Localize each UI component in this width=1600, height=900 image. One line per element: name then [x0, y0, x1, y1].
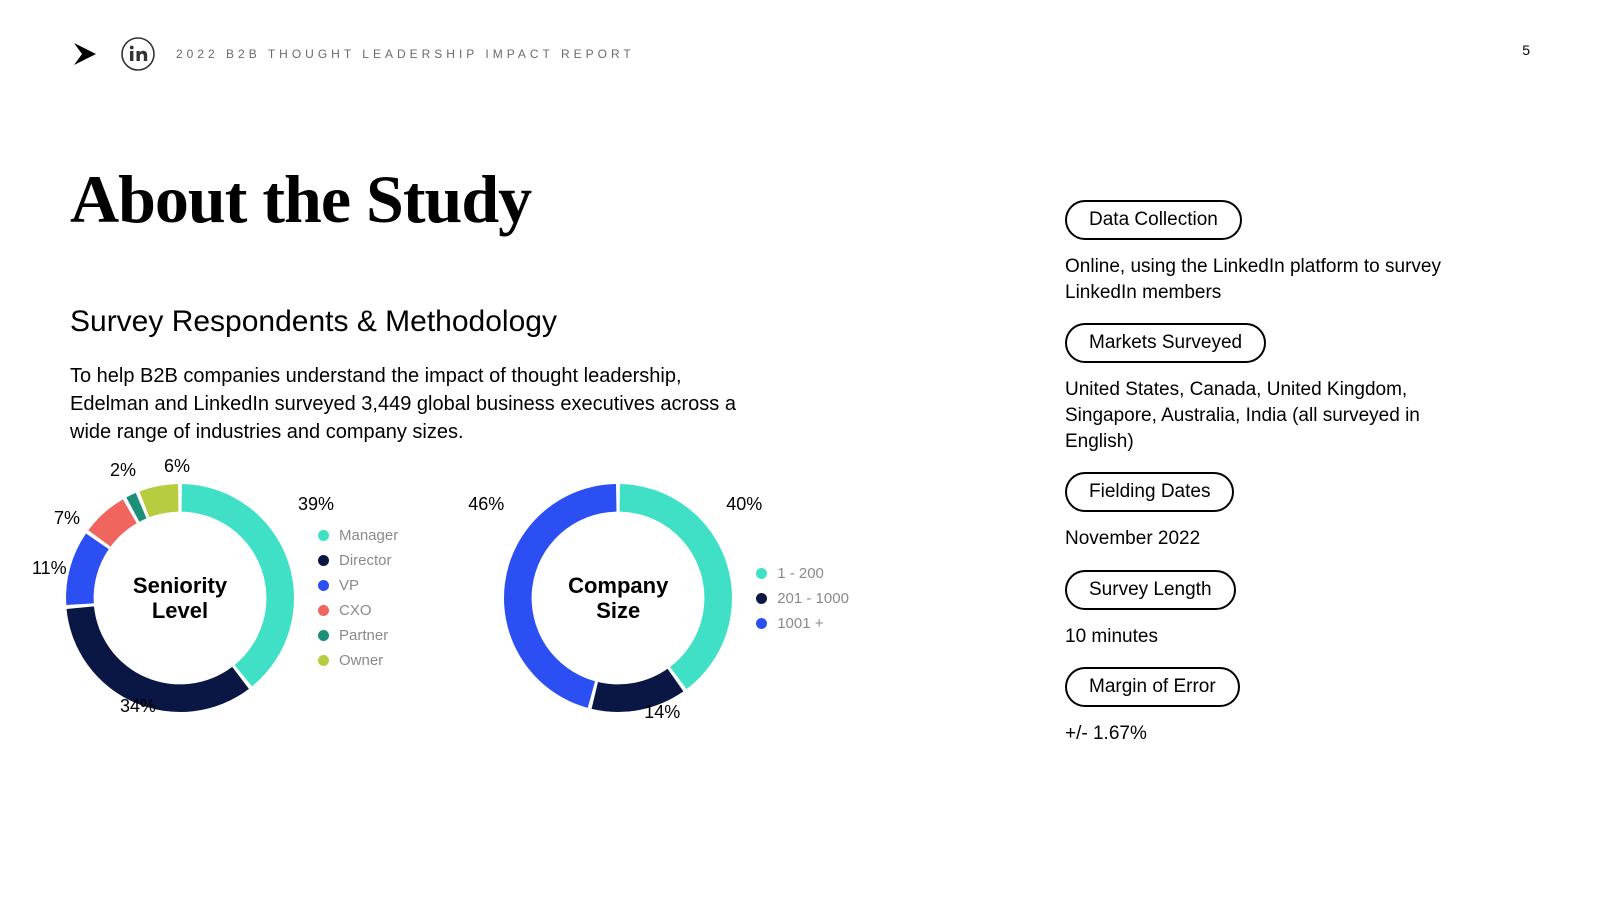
legend-item: VP [318, 577, 398, 594]
donut-center-label: Seniority Level [60, 478, 300, 718]
legend-label: VP [339, 577, 359, 594]
legend-label: 1001 + [777, 615, 823, 632]
sidebar-pill-body: November 2022 [1065, 526, 1465, 552]
slice-pct-label: 6% [164, 456, 190, 477]
sidebar-pill: Margin of Error [1065, 667, 1240, 707]
slice-pct-label: 40% [726, 494, 762, 515]
page-title: About the Study [70, 160, 531, 239]
sidebar-pill-body: +/- 1.67% [1065, 721, 1465, 747]
legend-label: Owner [339, 652, 383, 669]
slice-pct-label: 7% [54, 508, 80, 529]
legend-dot [318, 605, 329, 616]
seniority-legend: Manager Director VP CXO Partner Owner [318, 527, 398, 669]
report-name: 2022 B2B THOUGHT LEADERSHIP IMPACT REPOR… [176, 47, 635, 61]
slice-pct-label: 34% [120, 696, 156, 717]
company-size-chart: Company Size 40%14%46% 1 - 200201 - 1000… [498, 478, 849, 718]
donut-center-label: Company Size [498, 478, 738, 718]
sidebar-pill: Markets Surveyed [1065, 323, 1266, 363]
legend-label: CXO [339, 602, 372, 619]
page-subtitle: Survey Respondents & Methodology [70, 305, 557, 339]
legend-dot [318, 655, 329, 666]
linkedin-icon [120, 36, 156, 72]
methodology-sidebar: Data Collection Online, using the LinkedI… [1065, 200, 1465, 765]
sidebar-pill: Fielding Dates [1065, 472, 1234, 512]
legend-label: Manager [339, 527, 398, 544]
sidebar-pill: Data Collection [1065, 200, 1242, 240]
legend-item: Manager [318, 527, 398, 544]
legend-dot [756, 568, 767, 579]
legend-dot [318, 555, 329, 566]
seniority-center-1: Seniority [133, 573, 227, 598]
slice-pct-label: 39% [298, 494, 334, 515]
legend-dot [318, 580, 329, 591]
legend-dot [756, 618, 767, 629]
sidebar-pill-body: Online, using the LinkedIn platform to s… [1065, 254, 1465, 305]
legend-item: CXO [318, 602, 398, 619]
seniority-center-2: Level [152, 598, 208, 623]
legend-label: Partner [339, 627, 388, 644]
sidebar-pill: Survey Length [1065, 570, 1236, 610]
page-number: 5 [1522, 42, 1530, 58]
legend-item: Owner [318, 652, 398, 669]
sidebar-pill-body: 10 minutes [1065, 624, 1465, 650]
legend-item: Partner [318, 627, 398, 644]
slice-pct-label: 14% [644, 702, 680, 723]
legend-dot [756, 593, 767, 604]
legend-item: 1 - 200 [756, 565, 849, 582]
legend-label: 1 - 200 [777, 565, 824, 582]
legend-item: 1001 + [756, 615, 849, 632]
company-size-legend: 1 - 200 201 - 1000 1001 + [756, 565, 849, 632]
sidebar-pill-body: United States, Canada, United Kingdom, S… [1065, 377, 1465, 454]
legend-label: Director [339, 552, 392, 569]
seniority-chart: Seniority Level 39%34%11%7%2%6% ManagerD… [60, 478, 398, 718]
report-header: 2022 B2B THOUGHT LEADERSHIP IMPACT REPOR… [70, 36, 635, 72]
size-center-1: Company [568, 573, 668, 598]
legend-dot [318, 630, 329, 641]
arrow-icon [70, 39, 100, 69]
charts-row: Seniority Level 39%34%11%7%2%6% ManagerD… [60, 478, 849, 718]
size-center-2: Size [596, 598, 640, 623]
slice-pct-label: 46% [468, 494, 504, 515]
slice-pct-label: 2% [110, 460, 136, 481]
legend-item: Director [318, 552, 398, 569]
body-text: To help B2B companies understand the imp… [70, 362, 760, 446]
legend-item: 201 - 1000 [756, 590, 849, 607]
legend-dot [318, 530, 329, 541]
slice-pct-label: 11% [32, 558, 67, 579]
legend-label: 201 - 1000 [777, 590, 849, 607]
